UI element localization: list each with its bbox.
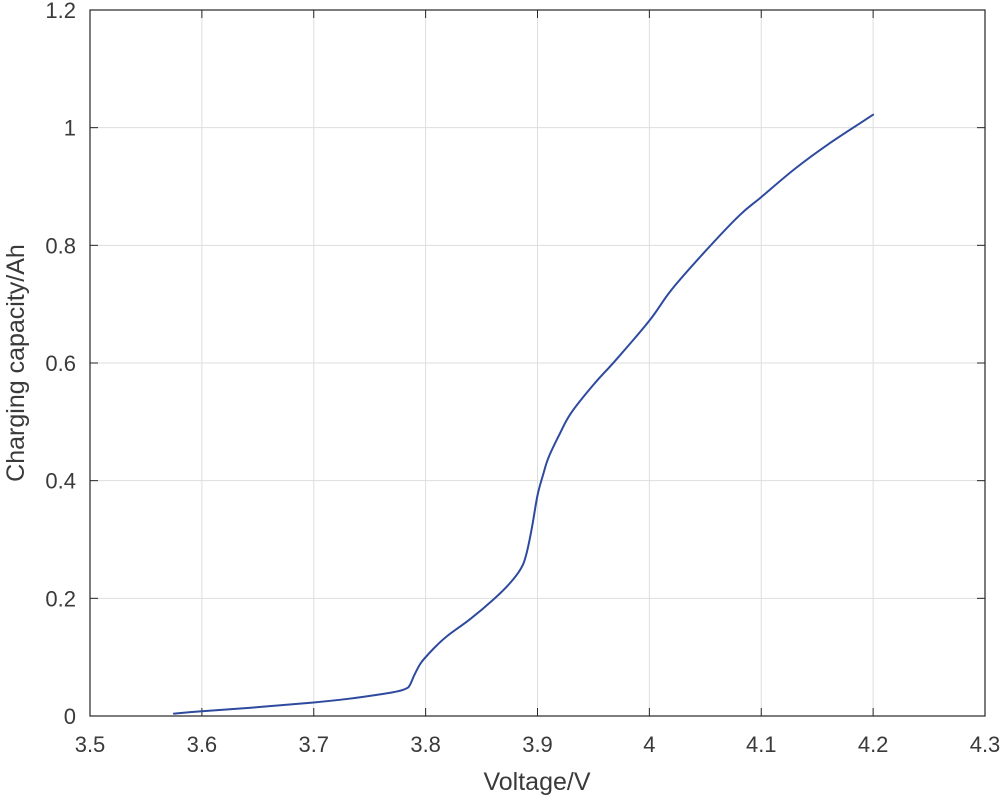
- series-layer: [172, 113, 875, 715]
- y-tick-label: 0.6: [45, 351, 76, 376]
- x-tick-label: 3.7: [298, 732, 329, 757]
- plot-frame: [89, 9, 986, 717]
- y-tick-label: 1: [64, 116, 76, 141]
- grid: [89, 9, 986, 717]
- x-tick-label: 4.3: [970, 732, 1000, 757]
- y-axis-label: Charging capacity/Ah: [2, 244, 30, 482]
- x-tick-label: 4.2: [858, 732, 889, 757]
- y-tick-labels: 0 0.2 0.4 0.6 0.8 1 1.2: [45, 0, 76, 729]
- y-tick-label: 0.2: [45, 586, 76, 611]
- x-axis-label: Voltage/V: [483, 768, 590, 796]
- y-tick-label: 0: [64, 704, 76, 729]
- x-tick-label: 3.5: [75, 732, 106, 757]
- x-tick-labels: 3.5 3.6 3.7 3.8 3.9 4 4.1 4.2 4.3: [75, 732, 1000, 757]
- x-tick-label: 4.1: [746, 732, 777, 757]
- series-line: [172, 113, 875, 715]
- x-tick-label: 3.8: [410, 732, 441, 757]
- x-tick-label: 3.9: [522, 732, 553, 757]
- y-tick-label: 0.4: [45, 469, 76, 494]
- x-tick-label: 4: [643, 732, 655, 757]
- x-tick-label: 3.6: [187, 732, 218, 757]
- y-tick-label: 1.2: [45, 0, 76, 23]
- y-tick-label: 0.8: [45, 233, 76, 258]
